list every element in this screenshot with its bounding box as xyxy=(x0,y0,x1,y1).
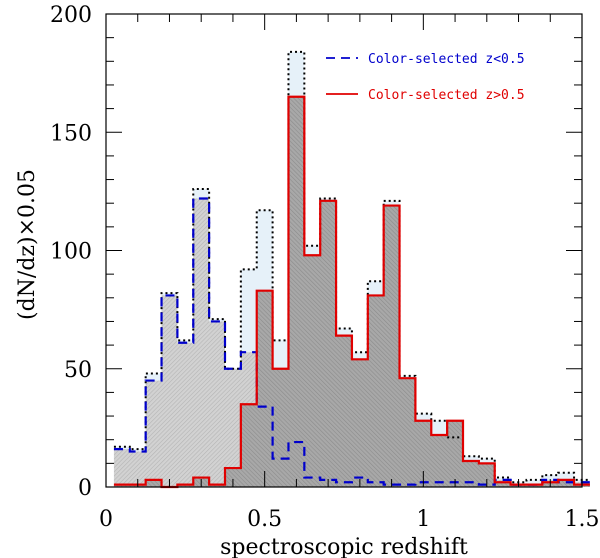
y-tick-label: 100 xyxy=(50,240,92,265)
plot-area xyxy=(113,50,590,489)
low-z-histogram-fill xyxy=(113,198,590,487)
x-axis-label: spectroscopic redshift xyxy=(220,535,468,558)
legend: Color-selected z<0.5 Color-selected z>0.… xyxy=(326,52,525,103)
y-tick-label: 0 xyxy=(78,476,92,501)
legend-label-high-z: Color-selected z>0.5 xyxy=(368,88,525,103)
high-z-histogram-fill xyxy=(113,96,590,488)
tick-labels: 0 0.5 1 1.5 0 50 100 150 200 xyxy=(50,3,600,532)
x-tick-label: 0 xyxy=(99,507,113,532)
y-tick-label: 50 xyxy=(64,358,92,383)
legend-label-low-z: Color-selected z<0.5 xyxy=(368,52,525,67)
high-z-histogram-outline xyxy=(113,95,590,489)
y-axis-label: (dN/dz)×0.05 xyxy=(15,169,40,320)
axis-ticks xyxy=(105,13,583,488)
y-tick-label: 150 xyxy=(50,121,92,146)
x-tick-label: 0.5 xyxy=(247,507,282,532)
x-tick-label: 1 xyxy=(416,507,430,532)
y-tick-label: 200 xyxy=(50,3,92,28)
x-tick-label: 1.5 xyxy=(565,507,600,532)
plot-frame xyxy=(105,13,583,488)
